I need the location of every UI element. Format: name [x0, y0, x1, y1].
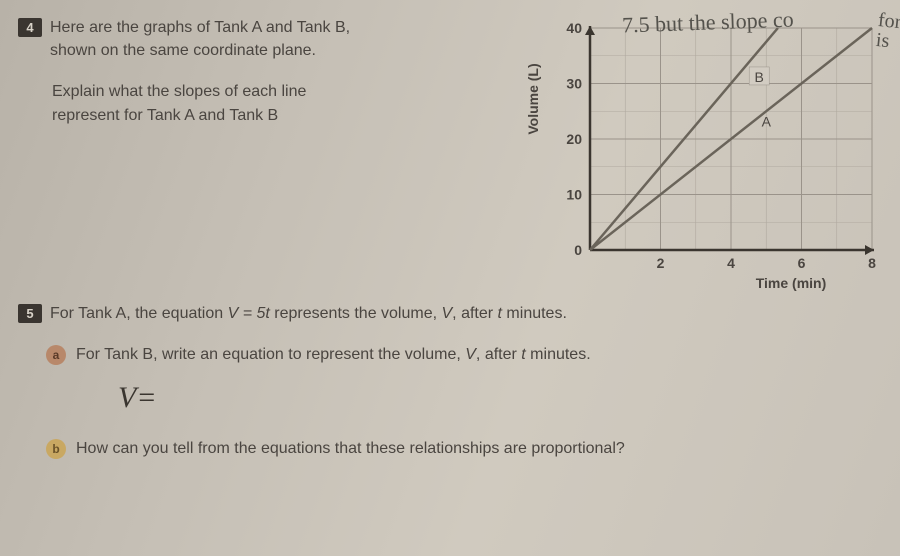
q4-sub1: Explain what the slopes of each line: [52, 80, 502, 103]
q5a-2: , after: [476, 346, 521, 363]
q5a-var: V: [465, 346, 476, 363]
q5-intro-var: V: [442, 305, 453, 322]
q5a-3: minutes.: [526, 346, 591, 363]
q5b-text: How can you tell from the equations that…: [76, 437, 625, 461]
q4-line2: shown on the same coordinate plane.: [50, 39, 350, 62]
svg-text:20: 20: [566, 131, 582, 147]
q5-intro: For Tank A, the equation V = 5t represen…: [50, 302, 567, 325]
bullet-a-icon: a: [46, 345, 66, 365]
q4-text-block: 4 Here are the graphs of Tank A and Tank…: [18, 12, 502, 127]
q5-number-badge: 5: [18, 304, 42, 323]
q5-intro-4: minutes.: [502, 305, 567, 322]
question-5-block: 5 For Tank A, the equation V = 5t repres…: [18, 302, 882, 461]
tank-chart: 7.5 but the slope co for is AB2468010203…: [522, 12, 882, 292]
q5-intro-2: represents the volume,: [270, 305, 442, 322]
q5-intro-3: , after: [452, 305, 497, 322]
svg-text:Volume (L): Volume (L): [525, 63, 541, 134]
chart-svg: A B 2 4 6 8 0 10 20 30 40 Time (min) Volume (L): [522, 12, 882, 292]
q5a-1: For Tank B, write an equation to represe…: [76, 346, 465, 363]
bullet-b-icon: b: [46, 439, 66, 459]
q4-header: 4 Here are the graphs of Tank A and Tank…: [18, 16, 502, 62]
q5-intro-1: For Tank A, the equation: [50, 305, 228, 322]
q5-intro-eq: V = 5t: [228, 305, 270, 322]
svg-text:0: 0: [574, 242, 582, 258]
q5a-text: For Tank B, write an equation to represe…: [76, 343, 591, 367]
worksheet-page: 4 Here are the graphs of Tank A and Tank…: [0, 0, 900, 556]
question-4-row: 4 Here are the graphs of Tank A and Tank…: [18, 12, 882, 292]
svg-text:30: 30: [566, 76, 582, 92]
q4-prompt: Here are the graphs of Tank A and Tank B…: [50, 16, 350, 62]
svg-text:10: 10: [566, 187, 582, 203]
q4-sub2: represent for Tank A and Tank B: [52, 104, 502, 127]
svg-text:Time (min): Time (min): [756, 275, 827, 291]
svg-text:8: 8: [868, 255, 876, 271]
q5a-line: a For Tank B, write an equation to repre…: [46, 343, 882, 367]
svg-text:6: 6: [798, 255, 806, 271]
svg-text:A: A: [762, 113, 772, 129]
q4-line1: Here are the graphs of Tank A and Tank B…: [50, 16, 350, 39]
svg-text:B: B: [755, 69, 764, 85]
q5-header: 5 For Tank A, the equation V = 5t repres…: [18, 302, 882, 325]
q4-number-badge: 4: [18, 18, 42, 37]
svg-text:4: 4: [727, 255, 735, 271]
q5b-line: b How can you tell from the equations th…: [46, 437, 882, 461]
svg-text:2: 2: [657, 255, 665, 271]
student-equation: V=: [118, 381, 882, 415]
svg-text:40: 40: [566, 20, 582, 36]
